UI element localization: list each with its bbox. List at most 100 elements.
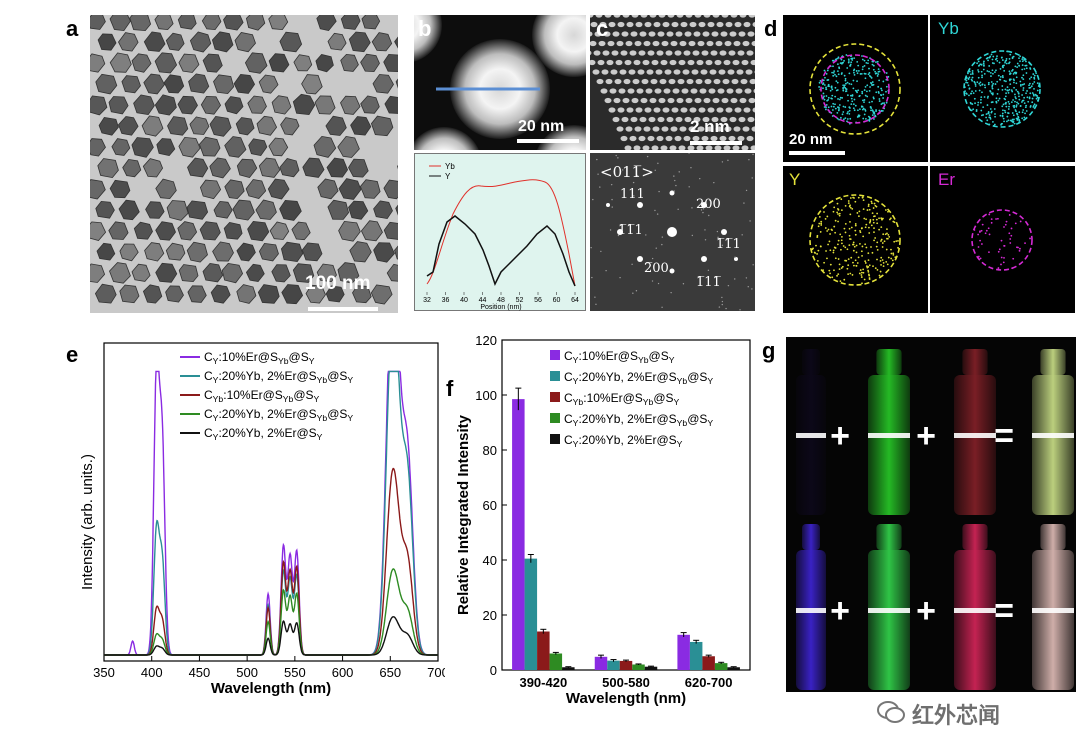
photo-operator: = xyxy=(994,417,1014,455)
lattice-atom xyxy=(661,40,669,47)
eds-dot xyxy=(981,76,983,79)
lattice-atom xyxy=(707,107,715,113)
line-profile-svg: Yb Y 32 36 40 44 48 52 56 60 64 Position (nm) xyxy=(423,162,579,311)
nanoparticle xyxy=(119,243,139,262)
fft-noise xyxy=(745,277,748,279)
nanoparticle xyxy=(255,199,277,220)
eds-dot xyxy=(1025,92,1027,95)
lattice-atom xyxy=(690,88,698,94)
fft-noise xyxy=(605,269,607,272)
eds-dot xyxy=(847,258,850,261)
eds-dot xyxy=(990,75,992,77)
lattice-atom xyxy=(683,50,691,56)
eds-dot xyxy=(977,70,980,73)
lattice-atom xyxy=(692,135,700,142)
lattice-atom xyxy=(728,135,736,142)
eds-dot xyxy=(868,278,871,281)
nanoparticle xyxy=(156,138,176,157)
eds-dot xyxy=(862,208,865,211)
lattice-atom xyxy=(643,40,651,47)
eds-dot xyxy=(834,103,836,106)
eds-dot xyxy=(867,259,870,262)
lattice-atom xyxy=(666,116,674,123)
eds-dot xyxy=(829,89,832,92)
vial-body xyxy=(796,375,826,515)
eds-dot xyxy=(848,82,851,85)
legend-label: CY:20%Yb, 2%Er@SYb@SY xyxy=(564,370,713,386)
eds-dot xyxy=(991,69,994,72)
nanoparticle xyxy=(201,15,222,31)
nanoparticle xyxy=(199,179,222,200)
lattice-atom xyxy=(706,126,714,132)
nanoparticle xyxy=(247,95,267,114)
eds-dot xyxy=(847,58,850,61)
eds-dot xyxy=(863,89,866,91)
fft-spot-1b11b: 1̅11̅ xyxy=(696,275,721,290)
lattice-atom xyxy=(710,50,718,56)
eds-dot xyxy=(831,88,834,91)
eds-dot xyxy=(984,232,987,235)
eds-dot xyxy=(1008,232,1011,235)
eds-dot xyxy=(1032,105,1035,107)
bar xyxy=(632,664,645,670)
eds-dot xyxy=(863,59,866,62)
eds-dot xyxy=(1021,117,1024,120)
eds-dot xyxy=(1009,242,1012,244)
eds-dot xyxy=(882,265,885,268)
eds-dot xyxy=(971,73,974,75)
eds-dot xyxy=(868,101,871,104)
eds-dot xyxy=(1019,55,1022,58)
eds-dot xyxy=(837,273,840,275)
nanoparticle xyxy=(394,36,398,49)
eds-dot xyxy=(972,92,975,95)
eds-dot xyxy=(1034,93,1037,96)
eds-dot xyxy=(987,81,990,84)
eds-dot xyxy=(825,88,827,90)
lattice-atom xyxy=(677,78,685,85)
lattice-atom xyxy=(685,97,693,104)
eds-dot xyxy=(854,259,857,262)
eds-dot xyxy=(1002,76,1004,79)
eds-dot xyxy=(966,81,969,84)
eds-dot xyxy=(974,83,977,86)
eds-dot xyxy=(863,101,865,104)
eds-dot xyxy=(1000,239,1003,242)
fft-noise xyxy=(611,198,613,201)
eds-dot xyxy=(849,272,852,275)
eds-dot xyxy=(829,233,831,235)
panel-label-c: c xyxy=(596,16,609,41)
fft-noise xyxy=(632,181,635,184)
eds-dot xyxy=(1001,88,1004,91)
eds-dot xyxy=(1013,122,1016,125)
eds-dot xyxy=(980,63,983,66)
lattice-atom xyxy=(687,59,695,66)
eds-dot xyxy=(996,93,999,95)
lattice-atom xyxy=(730,15,738,18)
eds-dot xyxy=(1016,113,1019,116)
eds-dot xyxy=(1035,97,1038,100)
lattice-atom xyxy=(614,78,622,85)
eds-dot xyxy=(881,217,883,220)
eds-dot xyxy=(880,87,883,90)
lattice-atom xyxy=(594,31,602,37)
nanoparticle xyxy=(199,221,221,241)
lattice-atom xyxy=(725,21,733,28)
eds-dashed-ring xyxy=(809,194,901,286)
lattice-atom xyxy=(701,50,709,56)
nanoparticle xyxy=(340,95,361,115)
eds-dot xyxy=(882,233,885,236)
eds-dot xyxy=(1001,114,1004,117)
eds-dot xyxy=(826,99,829,102)
fft-noise xyxy=(674,179,676,182)
lattice-atom xyxy=(673,69,681,75)
eds-dot xyxy=(819,245,822,248)
lattice-atom xyxy=(678,145,686,150)
laser-beam xyxy=(1032,433,1074,438)
nanoparticle xyxy=(143,31,166,52)
eds-dot xyxy=(864,110,867,112)
eds-dot xyxy=(827,85,830,88)
eds-dot xyxy=(867,62,869,65)
eds-dot xyxy=(837,220,839,223)
fft-noise xyxy=(747,286,749,288)
eds-dot xyxy=(815,244,817,247)
